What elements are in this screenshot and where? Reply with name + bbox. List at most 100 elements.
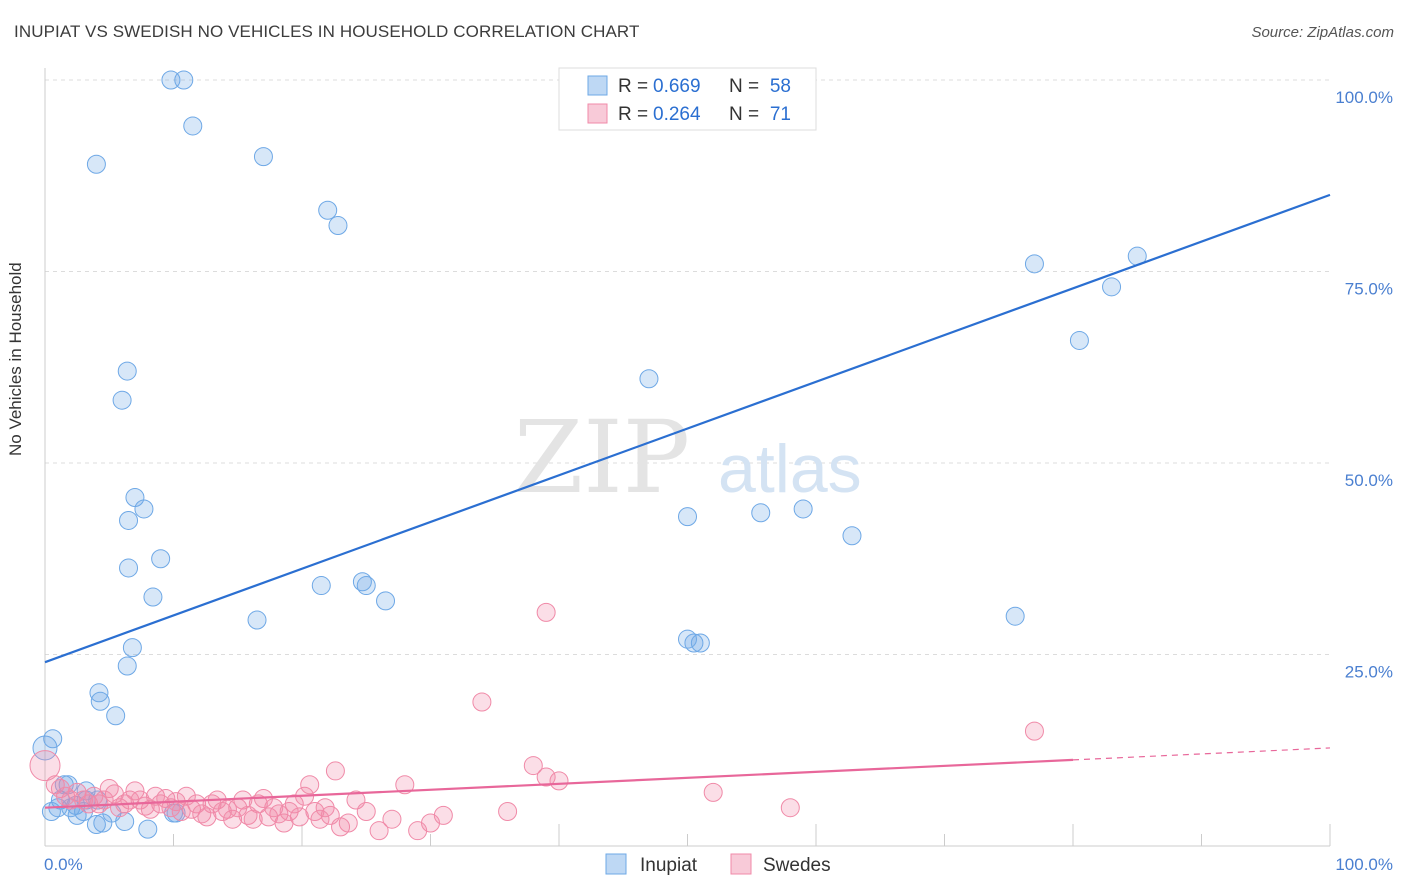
inupiat-point [89, 683, 109, 703]
swedes-point [264, 798, 284, 818]
stats-n-value: 58 [770, 76, 791, 97]
y-axis-label: No Vehicles in Household [6, 262, 25, 456]
inupiat-trend-line [44, 193, 1331, 664]
stats-r-label: R = [618, 104, 648, 125]
swedes-point [233, 790, 253, 810]
y-tick-label: 100.0% [1335, 88, 1393, 107]
swedes-point [161, 798, 181, 818]
inupiat-point [356, 576, 376, 596]
swedes-point [223, 809, 243, 829]
inupiat-point [253, 147, 273, 167]
inupiat-point [183, 116, 203, 136]
inupiat-point [117, 361, 137, 381]
stats-r-value: 0.669 [653, 76, 701, 97]
inupiat-point [122, 638, 142, 658]
stats-n-value: 71 [770, 104, 791, 125]
bottom-legend: Inupiat Swedes [605, 853, 831, 876]
inupiat-point [86, 815, 106, 835]
swedes-point [1024, 721, 1044, 741]
swedes-point [151, 794, 171, 814]
swedes-point [325, 761, 345, 781]
inupiat-point [1102, 277, 1122, 297]
swedes-point [356, 802, 376, 822]
inupiat-point [174, 70, 194, 90]
inupiat-point [119, 510, 139, 530]
swedes-point [29, 750, 61, 782]
swedes-point [536, 767, 556, 787]
points-layer [29, 70, 1147, 841]
swedes-point [289, 807, 309, 827]
inupiat-point [43, 729, 63, 749]
swedes-point [395, 775, 415, 795]
stats-legend-box [558, 67, 817, 131]
inupiat-point [318, 200, 338, 220]
swedes-trend-line-extension [1072, 747, 1331, 761]
inupiat-point [164, 803, 183, 823]
legend-label-inupiat: Inupiat [640, 855, 698, 876]
inupiat-point [247, 610, 267, 630]
stats-r-label: R = [618, 76, 648, 97]
y-tick-label: 75.0% [1345, 280, 1393, 299]
swedes-point [780, 798, 800, 818]
inupiat-point [690, 633, 710, 653]
swedes-point [74, 790, 94, 810]
inupiat-point [678, 507, 697, 527]
swedes-point [382, 809, 402, 829]
inupiat-point [1005, 606, 1025, 626]
x-tick-label: 100.0% [1335, 855, 1393, 874]
inupiat-point [32, 735, 58, 761]
inupiat-point [639, 369, 659, 389]
inupiat-point [106, 706, 126, 726]
legend-label-swedes: Swedes [763, 855, 831, 876]
swedes-point [135, 796, 155, 816]
swedes-point [125, 781, 145, 801]
inupiat-point [376, 591, 396, 611]
swedes-point [243, 809, 263, 829]
inupiat-point [50, 790, 70, 810]
watermark-atlas: atlas [718, 431, 862, 507]
inupiat-point [138, 819, 158, 839]
legend-swatch-swedes [730, 853, 752, 875]
inupiat-point [143, 587, 163, 607]
y-tick-label: 25.0% [1345, 663, 1393, 682]
swedes-point [549, 771, 569, 791]
swedes-point [99, 779, 119, 799]
x-tick-label: 0.0% [44, 855, 83, 874]
swedes-point [338, 813, 358, 833]
inupiat-point [119, 558, 139, 578]
y-tick-label: 50.0% [1345, 471, 1393, 490]
swedes-point [248, 794, 268, 814]
swedes-point [192, 804, 212, 824]
inupiat-point [112, 390, 132, 410]
inupiat-point [328, 216, 348, 236]
inupiat-point [117, 656, 137, 676]
swedes-point [536, 602, 556, 622]
stats-n-label: N = [729, 104, 759, 125]
swedes-point [300, 775, 320, 795]
inupiat-point [151, 549, 171, 569]
source-label: Source: ZipAtlas.com [1251, 24, 1394, 41]
stats-r-value: 0.264 [653, 104, 701, 125]
inupiat-point [793, 499, 813, 519]
inupiat-point [86, 154, 106, 174]
inupiat-point [751, 503, 771, 523]
inupiat-point [125, 487, 145, 507]
inupiat-point [842, 526, 862, 546]
stats-legend-swatch [587, 75, 608, 96]
swedes-point [212, 802, 232, 822]
legend-swatch-inupiat [605, 853, 627, 875]
inupiat-point [1024, 254, 1044, 274]
swedes-point [523, 756, 543, 776]
swedes-point [433, 805, 453, 825]
swedes-point [498, 802, 518, 822]
chart-title: INUPIAT VS SWEDISH NO VEHICLES IN HOUSEH… [14, 22, 640, 41]
inupiat-point [1069, 330, 1089, 350]
stats-n-label: N = [729, 76, 759, 97]
inupiat-point [352, 572, 372, 592]
watermark-zip: ZIP [514, 399, 690, 516]
swedes-point [472, 692, 492, 712]
inupiat-point [311, 576, 331, 596]
swedes-trend-line [44, 758, 1074, 809]
stats-legend: R = 0.669 N = 58 R = 0.264 N = 71 [558, 67, 817, 131]
